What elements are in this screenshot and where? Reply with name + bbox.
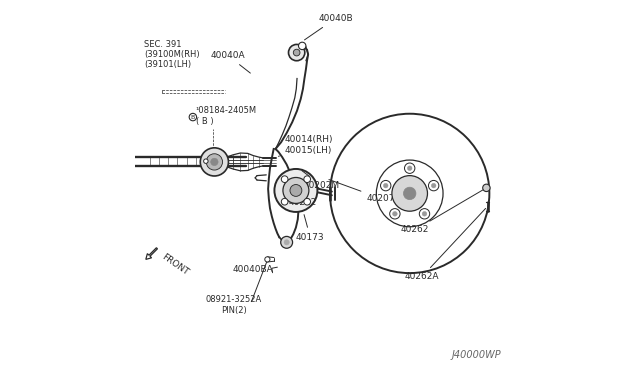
Circle shape: [390, 209, 400, 219]
Circle shape: [282, 176, 288, 183]
Text: 40207: 40207: [329, 180, 395, 203]
Circle shape: [483, 184, 490, 192]
Circle shape: [392, 176, 428, 211]
Text: 40173: 40173: [296, 215, 324, 242]
Circle shape: [428, 180, 439, 191]
Text: 40040BA: 40040BA: [233, 259, 274, 274]
Circle shape: [403, 187, 416, 200]
Circle shape: [293, 49, 300, 56]
Circle shape: [211, 158, 218, 166]
Text: 40262: 40262: [401, 189, 484, 234]
Circle shape: [381, 180, 391, 191]
Text: ¹08184-2405M
( B ): ¹08184-2405M ( B ): [196, 106, 257, 126]
Circle shape: [383, 183, 388, 188]
Text: 08921-3252A
PIN(2): 08921-3252A PIN(2): [206, 295, 262, 315]
Circle shape: [407, 166, 412, 170]
Text: 40040B: 40040B: [305, 14, 353, 40]
Circle shape: [282, 198, 288, 205]
Circle shape: [281, 236, 292, 248]
Text: B: B: [190, 115, 195, 120]
Circle shape: [298, 42, 306, 49]
Circle shape: [265, 257, 270, 262]
Circle shape: [289, 44, 305, 61]
Text: 40262A: 40262A: [404, 208, 486, 281]
Circle shape: [204, 159, 208, 163]
Text: SEC. 391
(39100M(RH)
(39101(LH): SEC. 391 (39100M(RH) (39101(LH): [144, 39, 200, 70]
Circle shape: [392, 211, 397, 216]
Text: 40040A: 40040A: [211, 51, 250, 73]
Circle shape: [419, 209, 429, 219]
Circle shape: [275, 169, 317, 212]
Circle shape: [290, 185, 302, 196]
Text: FRONT: FRONT: [160, 253, 190, 278]
Text: 40202M: 40202M: [302, 171, 339, 190]
Circle shape: [206, 154, 223, 170]
Circle shape: [284, 240, 289, 245]
Circle shape: [431, 183, 436, 188]
Circle shape: [404, 163, 415, 173]
Text: 40222: 40222: [284, 188, 317, 206]
Circle shape: [422, 211, 427, 216]
Circle shape: [304, 198, 310, 205]
Circle shape: [283, 177, 309, 203]
Text: J40000WP: J40000WP: [452, 350, 501, 360]
Circle shape: [200, 148, 228, 176]
Text: 40014(RH)
40015(LH): 40014(RH) 40015(LH): [278, 135, 333, 156]
Circle shape: [304, 176, 310, 183]
